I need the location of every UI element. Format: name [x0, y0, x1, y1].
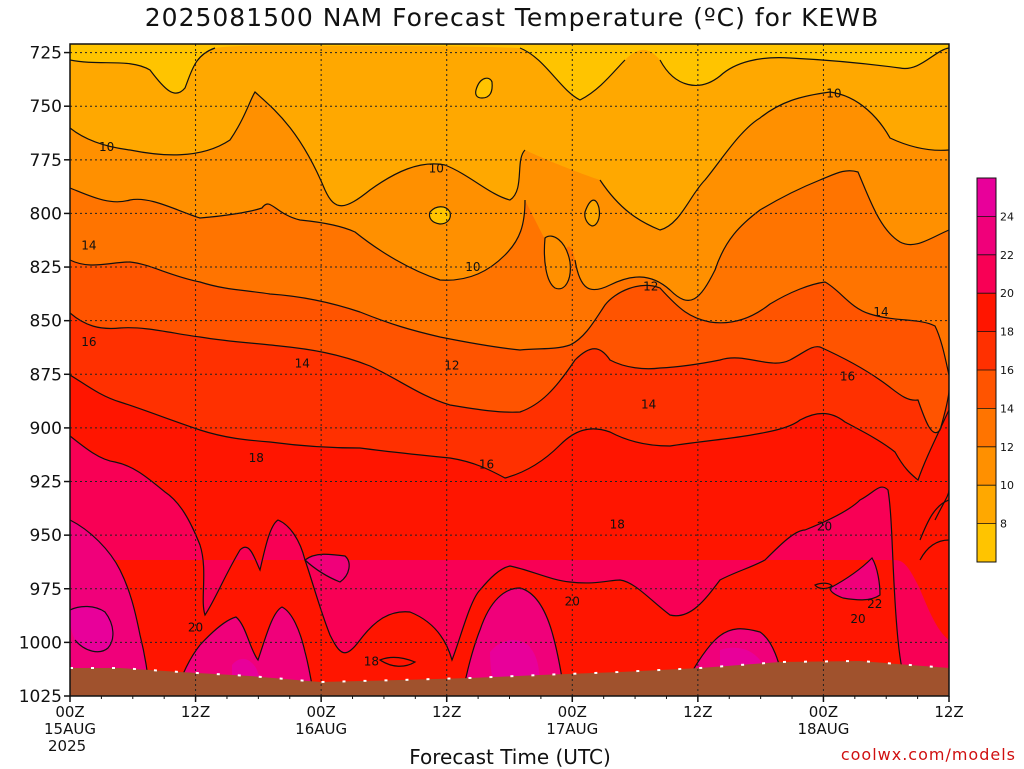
- y-tick-label: 1000: [19, 633, 62, 653]
- x-tick-label: 00Z: [306, 703, 335, 721]
- colorbar-swatch: [977, 446, 996, 486]
- y-tick-label: 875: [30, 365, 62, 385]
- band-22-24: [70, 520, 880, 696]
- colorbar-swatch: [977, 370, 996, 409]
- band-above-24: [70, 606, 767, 690]
- colorbar-swatch: [977, 523, 996, 562]
- colorbar-label: 18: [1000, 326, 1014, 339]
- colorbar-label: 12: [1000, 441, 1014, 454]
- contour-label: 20: [188, 620, 203, 634]
- x-tick-label: 00Z: [809, 703, 838, 721]
- colorbar-swatch: [977, 216, 996, 255]
- x-tick-label: 2025: [48, 737, 86, 755]
- temperature-fill: [70, 44, 949, 696]
- colorbar-swatch: [977, 254, 996, 294]
- y-tick-label: 950: [30, 526, 62, 546]
- contour-label: 16: [479, 457, 494, 471]
- colorbar-label: 8: [1000, 518, 1007, 531]
- x-tick-label: 00Z: [55, 703, 84, 721]
- contour-label: 20: [850, 612, 865, 626]
- x-tick-label: 12Z: [432, 703, 461, 721]
- contour-label: 10: [826, 86, 841, 100]
- contour-labels: 10 10 10 10 12 12 14 14 14 14 16 16 16 18 18 18 20 20 20 20…: [81, 86, 888, 668]
- x-tick-label: 12Z: [934, 703, 963, 721]
- contour-label: 20: [565, 595, 580, 609]
- contour-label: 18: [249, 451, 264, 465]
- colorbar-label: 14: [1000, 402, 1014, 415]
- contour-label: 12: [444, 359, 459, 373]
- contour-label: 10: [465, 260, 480, 274]
- grid-lines: [70, 44, 949, 696]
- contour-label: 10: [429, 161, 444, 175]
- pocket-cold-3: [584, 200, 600, 226]
- y-axis: 725 750 775 800 825 850 875 900 925 950 975 1000 102…: [19, 44, 70, 707]
- colorbar-label: 24: [1000, 210, 1014, 223]
- x-tick-label: 17AUG: [546, 720, 598, 738]
- contour-label: 14: [81, 239, 96, 253]
- x-axis-title: Forecast Time (UTC): [409, 745, 611, 769]
- contour-label: 14: [295, 357, 310, 371]
- colorbar-label: 10: [1000, 479, 1014, 492]
- pocket-cool-4: [544, 236, 571, 289]
- ground-edge-ticks: [70, 659, 950, 684]
- y-tick-label: 825: [30, 258, 62, 278]
- y-tick-label: 750: [30, 97, 62, 117]
- x-tick-label: 12Z: [181, 703, 210, 721]
- contour-label: 14: [641, 397, 656, 411]
- contour-label: 20: [817, 520, 832, 534]
- colorbar-swatch: [977, 408, 996, 447]
- colorbar-label: 22: [1000, 249, 1014, 262]
- contour-label: 10: [99, 140, 114, 154]
- contour-label: 14: [873, 305, 888, 319]
- colorbar-swatch: [977, 485, 996, 524]
- y-tick-label: 1025: [19, 687, 62, 707]
- y-tick-label: 725: [30, 44, 62, 64]
- contour-label: 12: [643, 279, 658, 293]
- source-credit[interactable]: coolwx.com/models: [840, 745, 1016, 764]
- y-tick-label: 800: [30, 204, 62, 224]
- colorbar-swatch: [977, 178, 996, 217]
- contour-label: 16: [81, 335, 96, 349]
- pocket-cold-1: [475, 78, 493, 98]
- colorbar-label: 20: [1000, 287, 1014, 300]
- colorbar-label: 16: [1000, 364, 1014, 377]
- contour-label: 16: [840, 369, 855, 383]
- pocket-cold-2: [429, 206, 451, 224]
- colorbar-swatch: [977, 293, 996, 332]
- y-tick-label: 900: [30, 419, 62, 439]
- y-tick-label: 850: [30, 312, 62, 332]
- y-tick-label: 975: [30, 580, 62, 600]
- y-tick-label: 775: [30, 151, 62, 171]
- ground-terrain: [70, 661, 949, 696]
- chart-title: 2025081500 NAM Forecast Temperature (ºC)…: [144, 3, 880, 32]
- y-tick-label: 925: [30, 473, 62, 493]
- colorbar: 8 10 12 14 16 18 20 22 24: [976, 177, 1014, 563]
- isotherm-contours: [70, 47, 949, 696]
- contour-label: 18: [610, 517, 625, 531]
- x-tick-label: 18AUG: [797, 720, 849, 738]
- x-tick-label: 15AUG: [44, 720, 96, 738]
- x-tick-label: 16AUG: [295, 720, 347, 738]
- colorbar-swatch: [977, 331, 996, 370]
- x-tick-label: 12Z: [683, 703, 712, 721]
- contour-label: 22: [867, 597, 882, 611]
- contour-label: 18: [364, 655, 379, 669]
- x-tick-label: 00Z: [558, 703, 587, 721]
